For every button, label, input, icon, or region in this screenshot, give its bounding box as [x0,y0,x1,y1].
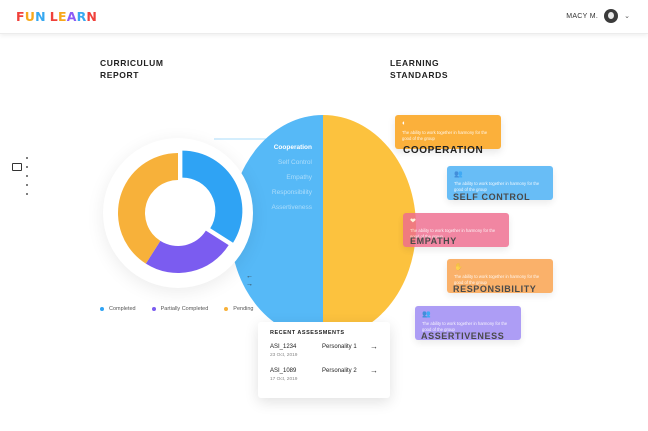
standard-title: ASSERTIVENESS [421,331,505,341]
standards-list-item[interactable]: Cooperation [273,144,312,151]
assessment-row[interactable]: ASI_1234 23 Oct, 2019 Personality 1 → [270,342,378,366]
standard-title: RESPONSIBILITY [453,284,537,294]
page-dot[interactable] [26,166,28,168]
donut-segment-partial [145,230,229,273]
arrow-right-icon[interactable]: → [370,366,378,375]
logo-letter: U [24,9,36,24]
legend-label: Completed [109,306,136,312]
legend-label: Partially Completed [160,306,209,312]
standard-card-self-control[interactable]: 👥 The ability to work together in harmony… [447,166,553,200]
standard-card-assertiveness[interactable]: 👥 The ability to work together in harmony… [415,306,521,340]
donut-segment-completed [182,150,243,243]
recent-assessments-panel: RECENT ASSESSMENTS ASI_1234 23 Oct, 2019 P… [258,322,390,398]
assessment-name: Personality 2 [322,368,357,374]
logo-letter: R [76,9,87,24]
standard-icon: ◐ [402,120,407,127]
assessment-row[interactable]: ASI_1089 17 Oct, 2019 Personality 2 → [270,366,378,390]
standard-description: The ability to work together in harmony … [454,181,540,192]
standard-icon: 👥 [454,171,463,178]
top-bar: FUN LEARN MACY M. ⌄ [0,0,648,34]
curriculum-donut-chart [118,150,243,273]
user-menu[interactable]: MACY M. ⌄ [566,9,630,23]
page-dots-nav[interactable] [26,157,28,195]
assessment-date: 23 Oct, 2019 [270,353,298,358]
standards-list-item[interactable]: Empathy [286,174,312,181]
logo-letter: E [57,9,67,24]
standard-title: SELF CONTROL [453,192,531,202]
standard-description: The ability to work together in harmony … [454,274,540,285]
recent-assessments-title: RECENT ASSESSMENTS [270,330,345,336]
legend-dot [100,307,104,311]
standard-icon: ✋ [454,264,463,271]
donut-legend: Completed Partially Completed Pending [100,306,253,312]
standard-description: The ability to work together in harmony … [402,130,488,141]
learning-standards-heading: LEARNING STANDARDS [390,58,449,80]
curriculum-report-heading: CURRICULUM REPORT [100,58,164,80]
standard-title: COOPERATION [403,145,484,156]
standard-title: EMPATHY [410,236,457,246]
standard-description: The ability to work together in harmony … [410,228,496,239]
assessment-name: Personality 1 [322,344,357,350]
chevron-down-icon[interactable]: ⌄ [624,13,630,20]
logo-letter: N [35,9,46,24]
donut-segment-pending [118,153,178,264]
arrow-right-icon[interactable]: → [370,342,378,351]
legend-dot [224,307,229,311]
standard-icon: 👥 [422,311,431,318]
logo-letter: L [49,9,58,24]
standards-list-item[interactable]: Responsibility [271,189,312,196]
legend-item: Completed [100,306,136,312]
logo-letter: F [16,9,25,24]
fun-learn-logo[interactable]: FUN LEARN [16,9,97,24]
legend-label: Pending [233,306,254,312]
standard-icon: ❤ [410,218,416,225]
arrow-left-icon[interactable]: ← [246,273,253,280]
standard-description: The ability to work together in harmony … [422,321,508,332]
standard-card-empathy[interactable]: ❤ The ability to work together in harmony… [403,213,509,247]
legend-item: Pending [224,306,253,312]
standards-list: Cooperation Self Control Empathy Responsibi… [262,140,312,215]
screen-cast-icon[interactable] [12,163,22,171]
standard-card-cooperation[interactable]: ◐ The ability to work together in harmony… [395,115,501,149]
standards-arrows[interactable]: ← → [246,273,253,289]
user-name: MACY M. [566,12,599,20]
user-avatar[interactable] [604,9,619,23]
page-dot[interactable] [26,184,28,186]
page-dot[interactable] [26,175,28,177]
assessment-id: ASI_1234 [270,344,297,350]
page-dot[interactable] [26,193,28,195]
legend-dot [151,307,156,311]
assessment-id: ASI_1089 [270,368,297,374]
standard-card-responsibility[interactable]: ✋ The ability to work together in harmony… [447,259,553,293]
logo-letter: N [86,9,98,24]
standards-list-item[interactable]: Assertiveness [271,204,312,211]
arrow-right-icon[interactable]: → [246,281,253,288]
assessment-date: 17 Oct, 2019 [270,377,298,382]
legend-item: Partially Completed [151,306,209,312]
standards-list-item[interactable]: Self Control [278,159,312,166]
logo-letter: A [66,9,77,24]
page-dot[interactable] [26,157,28,159]
